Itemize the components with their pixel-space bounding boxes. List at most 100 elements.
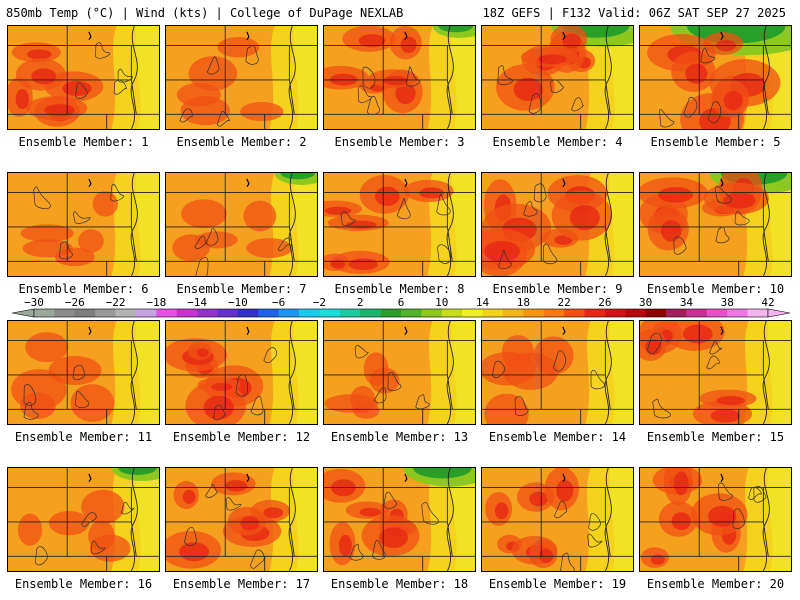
ensemble-member-label: Ensemble Member: 20: [646, 577, 785, 591]
ensemble-map-panel: [165, 172, 318, 277]
colorbar-segment: [176, 309, 198, 317]
ensemble-member-label: Ensemble Member: 9: [492, 282, 623, 296]
colorbar-segment: [115, 309, 137, 317]
ensemble-map-panel: [7, 467, 160, 572]
colorbar-segment: [34, 309, 55, 317]
colorbar-segment: [74, 309, 96, 317]
colorbar-segment: [95, 309, 116, 317]
colorbar-segment: [421, 309, 443, 317]
colorbar-segment: [339, 309, 361, 317]
colorbar-segment: [666, 309, 687, 317]
colorbar-tick-label: 34: [680, 297, 694, 309]
ensemble-member-label: Ensemble Member: 17: [172, 577, 311, 591]
ensemble-map-panel: [7, 172, 160, 277]
temperature-colorbar: −30 −26 −22 −18 −14 −10 −6 −2 2 6 10 14 18 22 26 30 34 38…: [11, 297, 791, 318]
colorbar-segment: [299, 309, 320, 317]
colorbar-tick-label: 6: [398, 297, 405, 309]
colorbar-tick-label: −26: [65, 297, 85, 309]
ensemble-member-label: Ensemble Member: 3: [334, 135, 465, 149]
ensemble-map-panel: [7, 320, 160, 425]
ensemble-map-panel: [481, 172, 634, 277]
ensemble-map-panel: [639, 25, 792, 130]
ensemble-map-panel: [639, 467, 792, 572]
colorbar-segment: [278, 309, 300, 317]
ensemble-map-panel: [323, 25, 476, 130]
colorbar-tick-label: −30: [24, 297, 44, 309]
ensemble-map-panel: [481, 320, 634, 425]
ensemble-map-panel: [323, 320, 476, 425]
colorbar-segment: [462, 309, 483, 317]
colorbar-segment: [441, 309, 463, 317]
colorbar-segment: [727, 309, 748, 317]
colorbar-segment: [217, 309, 239, 317]
colorbar-tick-label: −18: [146, 297, 166, 309]
ensemble-member-label: Ensemble Member: 18: [330, 577, 469, 591]
colorbar-tick-label: 42: [761, 297, 774, 309]
ensemble-member-label: Ensemble Member: 15: [646, 430, 785, 444]
ensemble-map-panel: [165, 467, 318, 572]
header-title: 850mb Temp (°C) | Wind (kts) | College o…: [6, 6, 404, 20]
colorbar-tick-label: 18: [517, 297, 530, 309]
colorbar-tick-label: 10: [435, 297, 448, 309]
colorbar-segment: [686, 309, 708, 317]
colorbar-segment: [502, 309, 524, 317]
ensemble-member-label: Ensemble Member: 6: [18, 282, 149, 296]
colorbar-tick-label: −14: [187, 297, 207, 309]
ensemble-map-panel: [323, 467, 476, 572]
ensemble-map-panel: [639, 172, 792, 277]
ensemble-member-label: Ensemble Member: 13: [330, 430, 469, 444]
ensemble-map-panel: [165, 320, 318, 425]
colorbar-segment: [645, 309, 667, 317]
colorbar-left-arrow: [11, 308, 35, 318]
ensemble-member-label: Ensemble Member: 2: [176, 135, 307, 149]
colorbar-segment: [156, 309, 178, 317]
colorbar-tick-label: −6: [272, 297, 285, 309]
colorbar-segment: [706, 309, 728, 317]
ensemble-member-label: Ensemble Member: 12: [172, 430, 311, 444]
colorbar-segment: [523, 309, 545, 317]
colorbar-tick-label: 22: [557, 297, 570, 309]
ensemble-map-panel: [481, 467, 634, 572]
ensemble-member-label: Ensemble Member: 19: [488, 577, 627, 591]
ensemble-member-label: Ensemble Member: 16: [14, 577, 153, 591]
ensemble-member-label: Ensemble Member: 10: [646, 282, 785, 296]
colorbar-tick-label: 30: [639, 297, 652, 309]
colorbar-segment: [604, 309, 626, 317]
header-valid-time: 18Z GEFS | F132 Valid: 06Z SAT SEP 27 20…: [482, 6, 786, 20]
colorbar-segment: [380, 309, 402, 317]
colorbar-segment: [584, 309, 606, 317]
colorbar-segment: [54, 309, 76, 317]
colorbar-tick-label: 38: [721, 297, 734, 309]
ensemble-member-label: Ensemble Member: 11: [14, 430, 153, 444]
colorbar-tick-label: −2: [313, 297, 326, 309]
colorbar-tick-label: 14: [476, 297, 490, 309]
colorbar-segment: [564, 309, 585, 317]
ensemble-map-panel: [165, 25, 318, 130]
colorbar-segment: [258, 309, 279, 317]
ensemble-member-label: Ensemble Member: 5: [650, 135, 781, 149]
ensemble-member-label: Ensemble Member: 14: [488, 430, 627, 444]
ensemble-map-panel: [323, 172, 476, 277]
ensemble-member-label: Ensemble Member: 1: [18, 135, 149, 149]
colorbar-tick-label: 2: [357, 297, 364, 309]
colorbar-tick-label: −22: [106, 297, 126, 309]
colorbar-segment: [401, 309, 422, 317]
colorbar-segment: [197, 309, 218, 317]
ensemble-member-label: Ensemble Member: 8: [334, 282, 465, 296]
ensemble-map-panel: [7, 25, 160, 130]
ensemble-map-panel: [481, 25, 634, 130]
colorbar-right-arrow: [767, 308, 791, 318]
ensemble-map-panel: [639, 320, 792, 425]
colorbar-segment: [360, 309, 381, 317]
colorbar-tick-label: 26: [598, 297, 611, 309]
colorbar-segment: [482, 309, 504, 317]
colorbar-segment: [135, 309, 157, 317]
ensemble-member-label: Ensemble Member: 4: [492, 135, 623, 149]
colorbar-segment: [543, 309, 565, 317]
ensemble-member-label: Ensemble Member: 7: [176, 282, 307, 296]
colorbar-segment: [237, 309, 259, 317]
colorbar-segment: [747, 309, 769, 317]
colorbar-tick-label: −10: [228, 297, 248, 309]
colorbar-segment: [319, 309, 341, 317]
colorbar-segment: [625, 309, 646, 317]
